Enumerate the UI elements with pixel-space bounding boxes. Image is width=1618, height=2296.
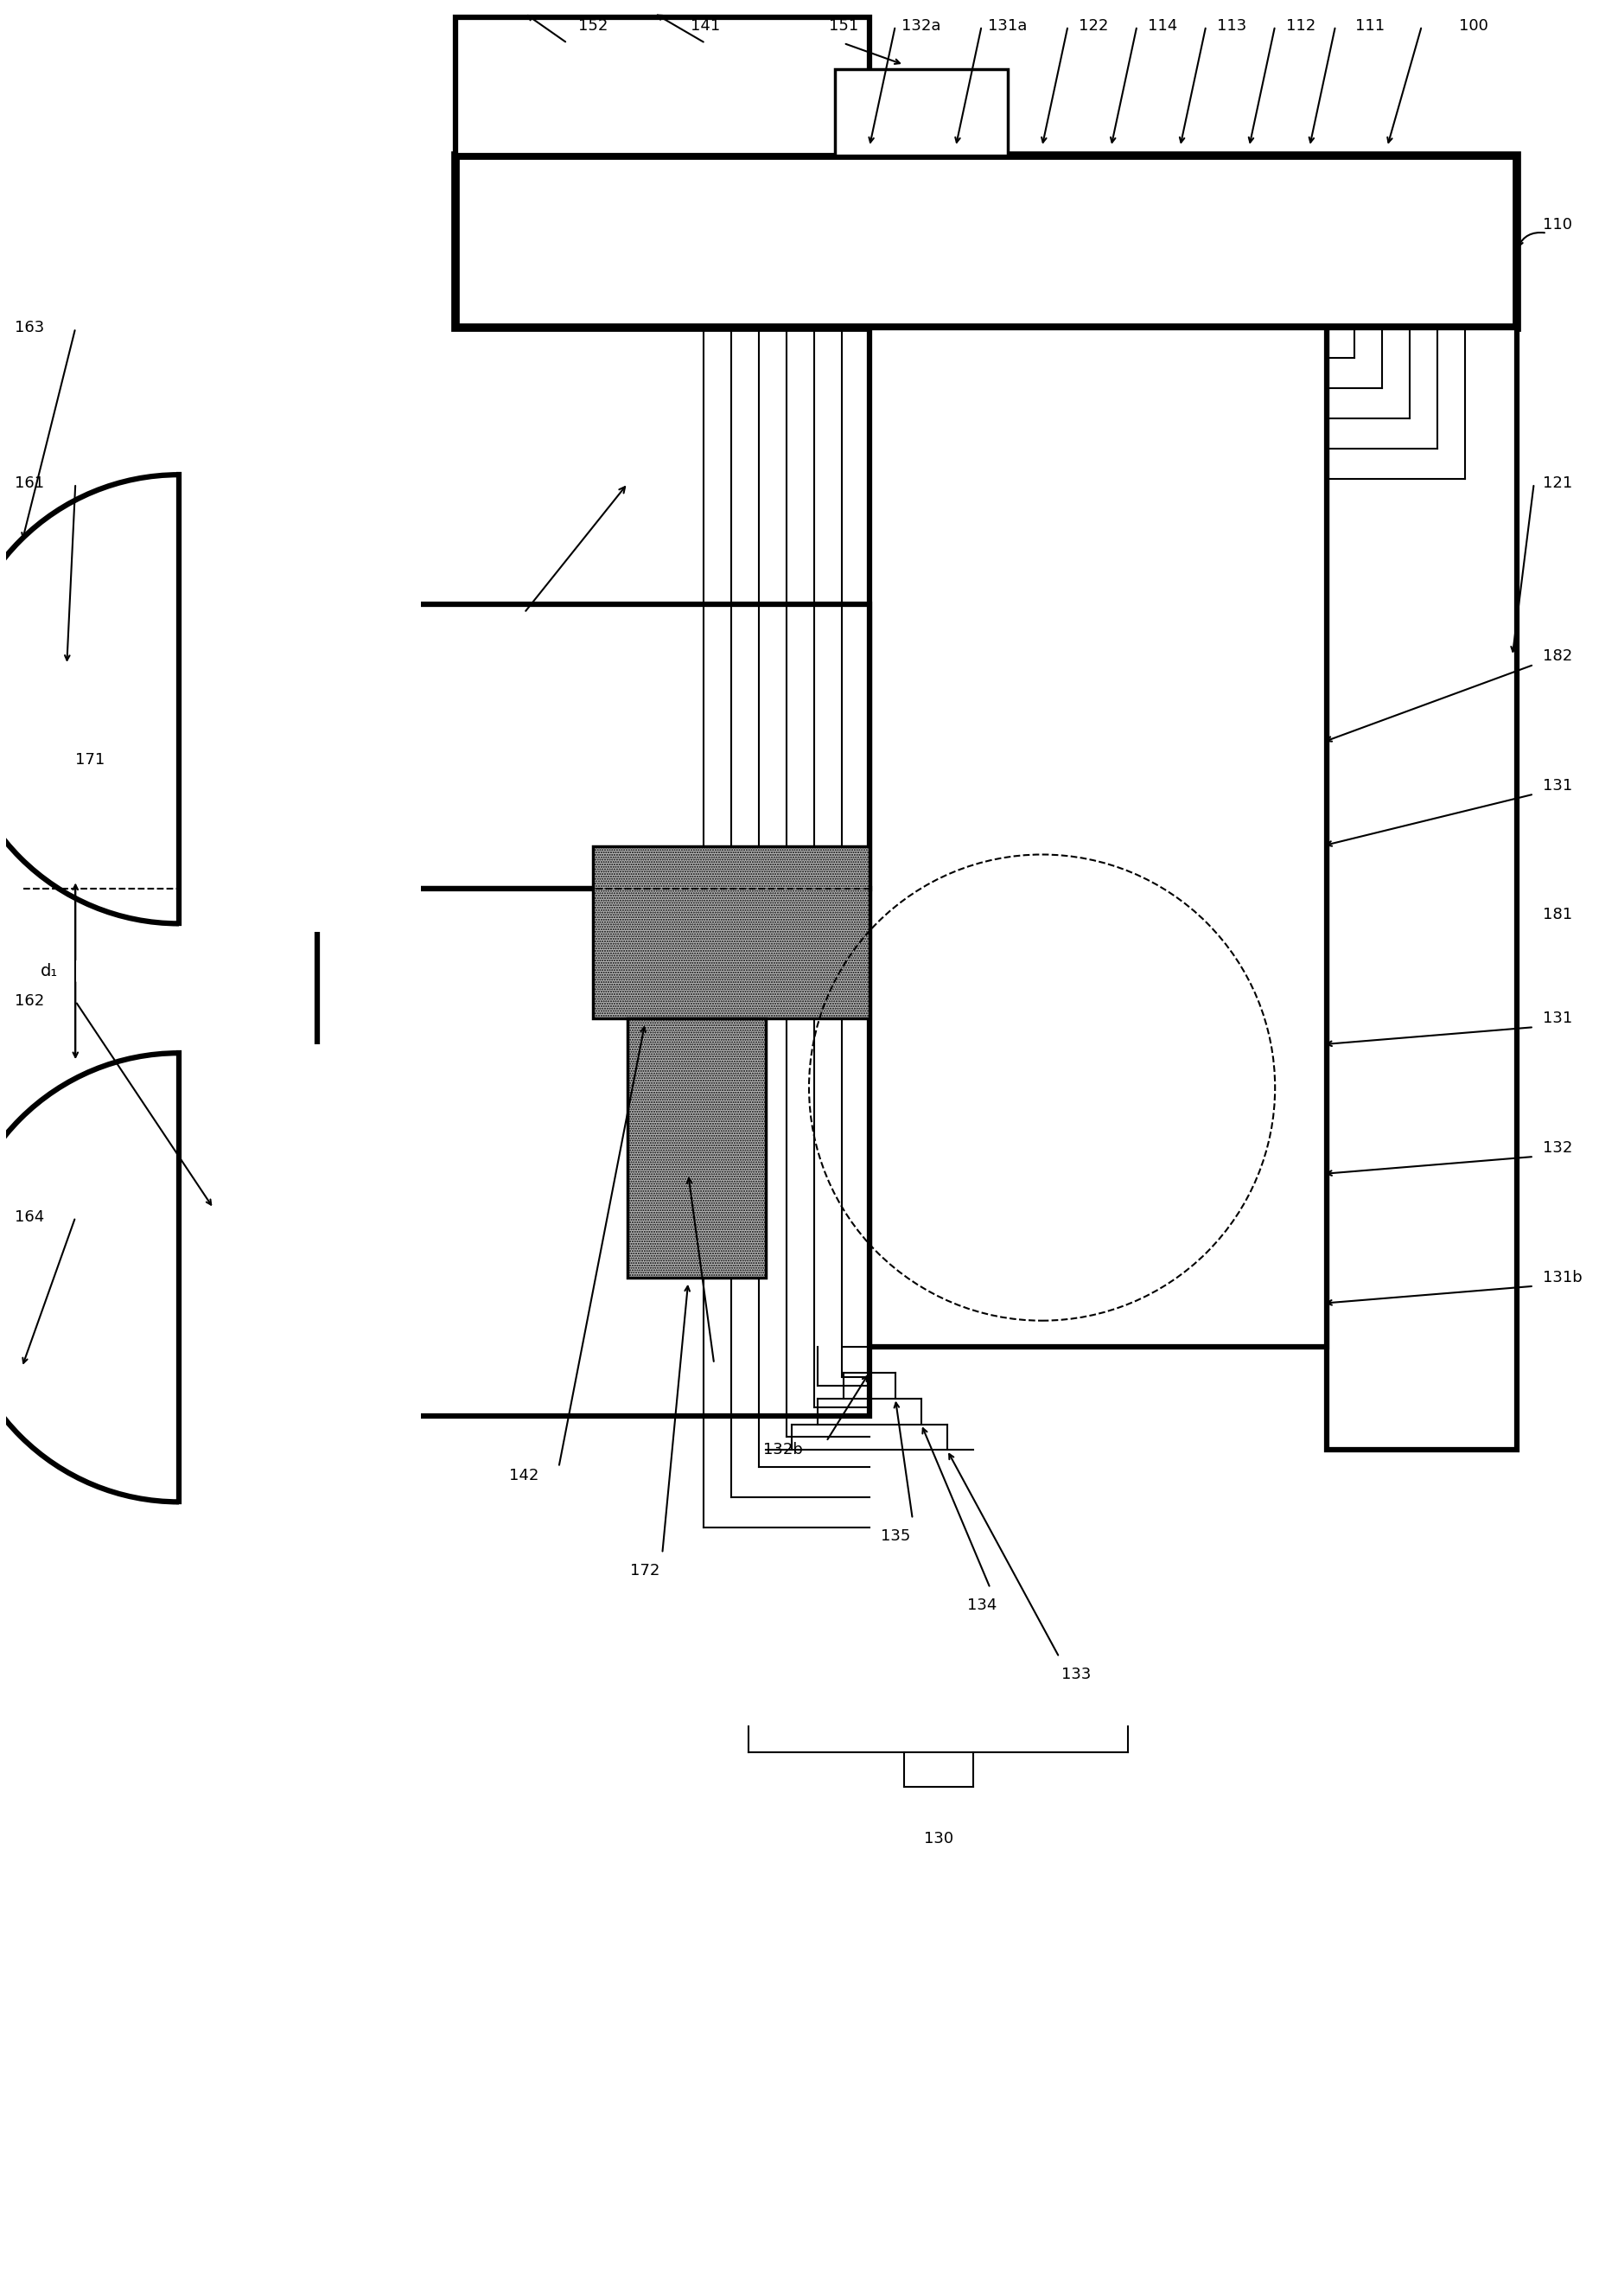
Text: 132b: 132b [764, 1442, 803, 1458]
Text: 161: 161 [15, 475, 45, 491]
Bar [594, 845, 869, 1019]
Bar [628, 1019, 765, 1277]
Text: 141: 141 [691, 18, 720, 34]
Text: d₁: d₁ [40, 962, 58, 980]
Bar [317, 889, 869, 1417]
Text: 113: 113 [1217, 18, 1247, 34]
Text: 171: 171 [76, 751, 105, 767]
Text: 134: 134 [966, 1598, 997, 1614]
Text: 181: 181 [1542, 907, 1573, 923]
Bar [455, 156, 1516, 328]
Text: 110: 110 [1542, 216, 1573, 232]
Text: 163: 163 [15, 319, 45, 335]
Text: 142: 142 [510, 1467, 539, 1483]
Text: 132: 132 [1542, 1141, 1573, 1155]
Text: 133: 133 [1061, 1667, 1092, 1683]
Text: 164: 164 [15, 1210, 45, 1224]
Text: 121: 121 [1542, 475, 1573, 491]
Text: 111: 111 [1356, 18, 1385, 34]
Text: 131a: 131a [989, 18, 1027, 34]
Bar [835, 69, 1008, 156]
Text: 151: 151 [828, 18, 858, 34]
Text: 135: 135 [880, 1529, 911, 1545]
Text: 131: 131 [1542, 1010, 1573, 1026]
Text: 152: 152 [578, 18, 608, 34]
Bar [180, 1045, 421, 1511]
Text: 131: 131 [1542, 778, 1573, 792]
Text: 132a: 132a [901, 18, 940, 34]
Text: 100: 100 [1459, 18, 1489, 34]
Bar [180, 466, 421, 932]
Text: 182: 182 [1542, 647, 1573, 664]
Bar [317, 604, 869, 889]
Text: 131b: 131b [1542, 1270, 1582, 1286]
Bar [455, 18, 869, 156]
Text: 112: 112 [1286, 18, 1315, 34]
Text: 114: 114 [1149, 18, 1178, 34]
Bar [869, 328, 1327, 1345]
Text: 122: 122 [1079, 18, 1108, 34]
Text: 162: 162 [15, 994, 45, 1008]
Text: 130: 130 [924, 1830, 953, 1846]
Bar [1327, 328, 1516, 1451]
Text: 172: 172 [629, 1564, 660, 1580]
